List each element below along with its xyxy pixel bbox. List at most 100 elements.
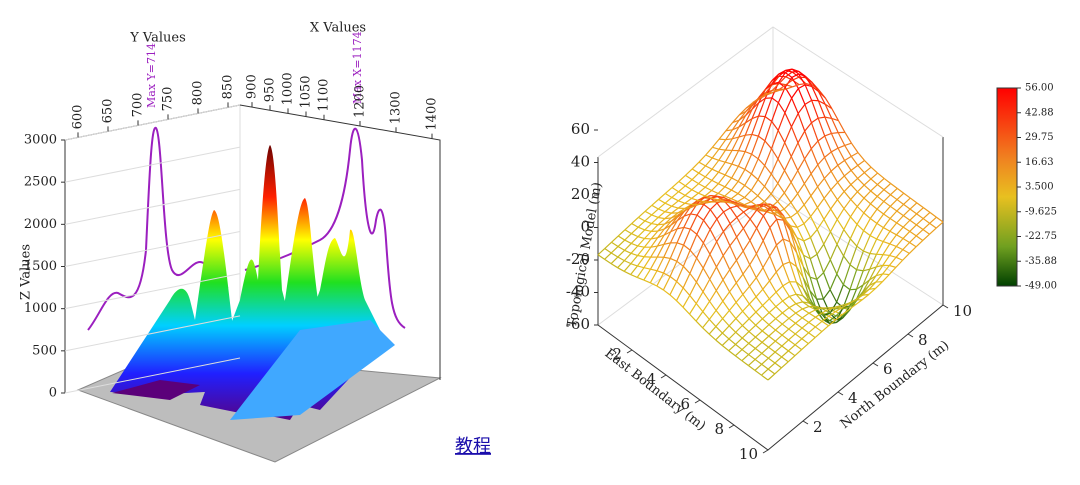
north-tick	[907, 333, 914, 338]
y-tick-label: 600	[71, 105, 86, 130]
mesh-line	[656, 256, 665, 272]
mesh-line	[790, 193, 799, 203]
mesh-line	[855, 270, 864, 290]
mesh-line	[745, 133, 752, 136]
mesh-line	[877, 172, 885, 179]
mesh-line	[755, 296, 764, 306]
mesh-line	[643, 246, 652, 258]
mesh-line	[816, 229, 825, 245]
mesh-line	[765, 84, 773, 94]
mesh-line	[751, 102, 760, 110]
y-tick-label: 800	[191, 81, 206, 106]
mesh-line	[683, 228, 691, 246]
mesh-line	[643, 279, 651, 284]
mesh-line	[902, 238, 910, 244]
mesh-line	[698, 154, 707, 163]
mesh-line	[737, 151, 746, 167]
east-tick-label: 10	[739, 445, 758, 463]
mesh-line	[909, 224, 917, 232]
mesh-line	[617, 235, 626, 241]
mesh-line	[650, 268, 658, 272]
mesh-line	[811, 84, 820, 91]
mesh-line	[836, 255, 845, 275]
mesh-line	[722, 245, 731, 256]
mesh-line	[719, 138, 726, 141]
mesh-line	[709, 241, 718, 255]
mesh-line	[889, 199, 898, 207]
mesh-line	[744, 151, 752, 155]
mesh-line	[738, 122, 746, 128]
mesh-line	[755, 305, 764, 313]
mesh-line	[643, 267, 651, 270]
mesh-line	[909, 242, 917, 248]
mesh-line	[724, 138, 733, 151]
mesh-line	[664, 212, 672, 220]
mesh-line	[722, 291, 731, 302]
mesh-line	[682, 287, 691, 296]
mesh-line	[817, 117, 826, 137]
mesh-line	[863, 166, 872, 174]
mesh-line	[724, 195, 732, 200]
mesh-line	[728, 350, 736, 357]
mesh-line	[617, 239, 626, 247]
mesh-line	[798, 70, 806, 77]
mesh-line	[717, 192, 725, 197]
mesh-line	[795, 308, 803, 314]
mesh-line	[808, 309, 816, 314]
mesh-line	[777, 182, 785, 194]
mesh-line	[791, 71, 800, 78]
mesh-line	[776, 207, 785, 217]
mesh-line	[644, 214, 653, 222]
mesh-line	[751, 102, 760, 119]
mesh-line	[643, 256, 652, 269]
mesh-line	[763, 205, 771, 211]
mesh-line	[670, 228, 678, 233]
mesh-line	[745, 108, 753, 116]
mesh-line	[929, 216, 937, 224]
mesh-line	[783, 202, 792, 210]
mesh-line	[808, 312, 816, 318]
tutorial-link[interactable]: 教程	[455, 436, 491, 457]
mesh-line	[844, 132, 852, 144]
mesh-line	[691, 192, 699, 199]
mesh-line	[836, 199, 845, 209]
mesh-line	[801, 321, 810, 329]
mesh-line	[823, 272, 831, 290]
mesh-line	[761, 330, 770, 337]
mesh-line	[663, 242, 672, 258]
x-tick-label: 1200	[353, 85, 368, 118]
mesh-line	[695, 311, 704, 322]
mesh-line	[837, 164, 845, 177]
mesh-line	[709, 253, 717, 268]
mesh-line	[830, 164, 839, 172]
mesh-line	[671, 181, 680, 188]
mesh-line	[698, 192, 706, 197]
mesh-line	[902, 208, 911, 217]
mesh-line	[883, 189, 891, 196]
mesh-line	[803, 255, 811, 278]
mesh-line	[597, 254, 605, 260]
mesh-line	[744, 201, 752, 206]
mesh-line	[829, 219, 838, 233]
mesh-line	[757, 158, 766, 166]
mesh-line	[743, 206, 751, 213]
mesh-line	[747, 358, 756, 366]
mesh-line	[671, 191, 679, 198]
mesh-line	[822, 298, 831, 314]
mesh-line	[774, 362, 782, 369]
mesh-line	[791, 88, 799, 99]
mesh-line	[896, 210, 904, 217]
left-chart: Y Values X Values Z Values Max Y=714 Max…	[19, 21, 442, 463]
mesh-line	[754, 358, 763, 365]
east-tick	[694, 399, 701, 404]
mesh-line	[617, 245, 625, 251]
mesh-line	[808, 316, 816, 323]
mesh-line	[797, 104, 806, 114]
mesh-line	[781, 350, 789, 358]
z-tick-label: 0	[580, 218, 590, 236]
mesh-line	[876, 238, 884, 243]
mesh-line	[875, 254, 884, 268]
mesh-line	[650, 245, 658, 258]
mesh-line	[802, 301, 810, 304]
mesh-line	[895, 259, 904, 268]
